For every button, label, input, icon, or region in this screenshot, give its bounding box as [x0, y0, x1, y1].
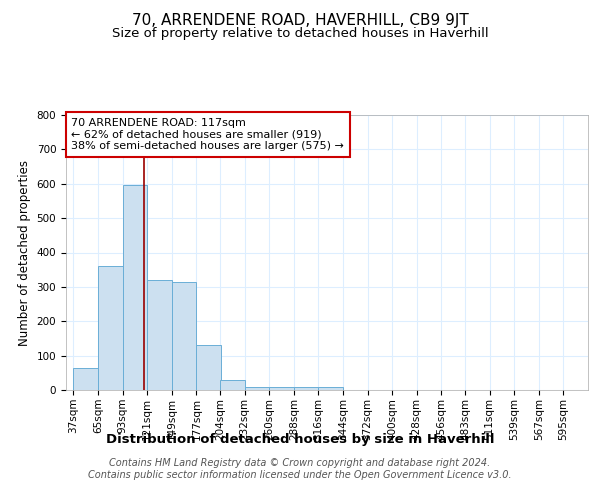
Y-axis label: Number of detached properties: Number of detached properties	[18, 160, 31, 346]
Text: 70 ARRENDENE ROAD: 117sqm
← 62% of detached houses are smaller (919)
38% of semi: 70 ARRENDENE ROAD: 117sqm ← 62% of detac…	[71, 118, 344, 151]
Text: 70, ARRENDENE ROAD, HAVERHILL, CB9 9JT: 70, ARRENDENE ROAD, HAVERHILL, CB9 9JT	[131, 12, 469, 28]
Bar	[294, 386, 319, 390]
Bar	[98, 266, 122, 390]
Bar	[122, 186, 147, 390]
Bar	[319, 387, 343, 390]
Text: Distribution of detached houses by size in Haverhill: Distribution of detached houses by size …	[106, 432, 494, 446]
Text: Size of property relative to detached houses in Haverhill: Size of property relative to detached ho…	[112, 28, 488, 40]
Bar	[147, 280, 172, 390]
Bar	[196, 346, 221, 390]
Bar	[269, 387, 294, 390]
Text: Contains HM Land Registry data © Crown copyright and database right 2024.
Contai: Contains HM Land Registry data © Crown c…	[88, 458, 512, 480]
Bar	[73, 368, 98, 390]
Bar	[245, 386, 269, 390]
Bar	[220, 380, 245, 390]
Bar	[172, 282, 196, 390]
